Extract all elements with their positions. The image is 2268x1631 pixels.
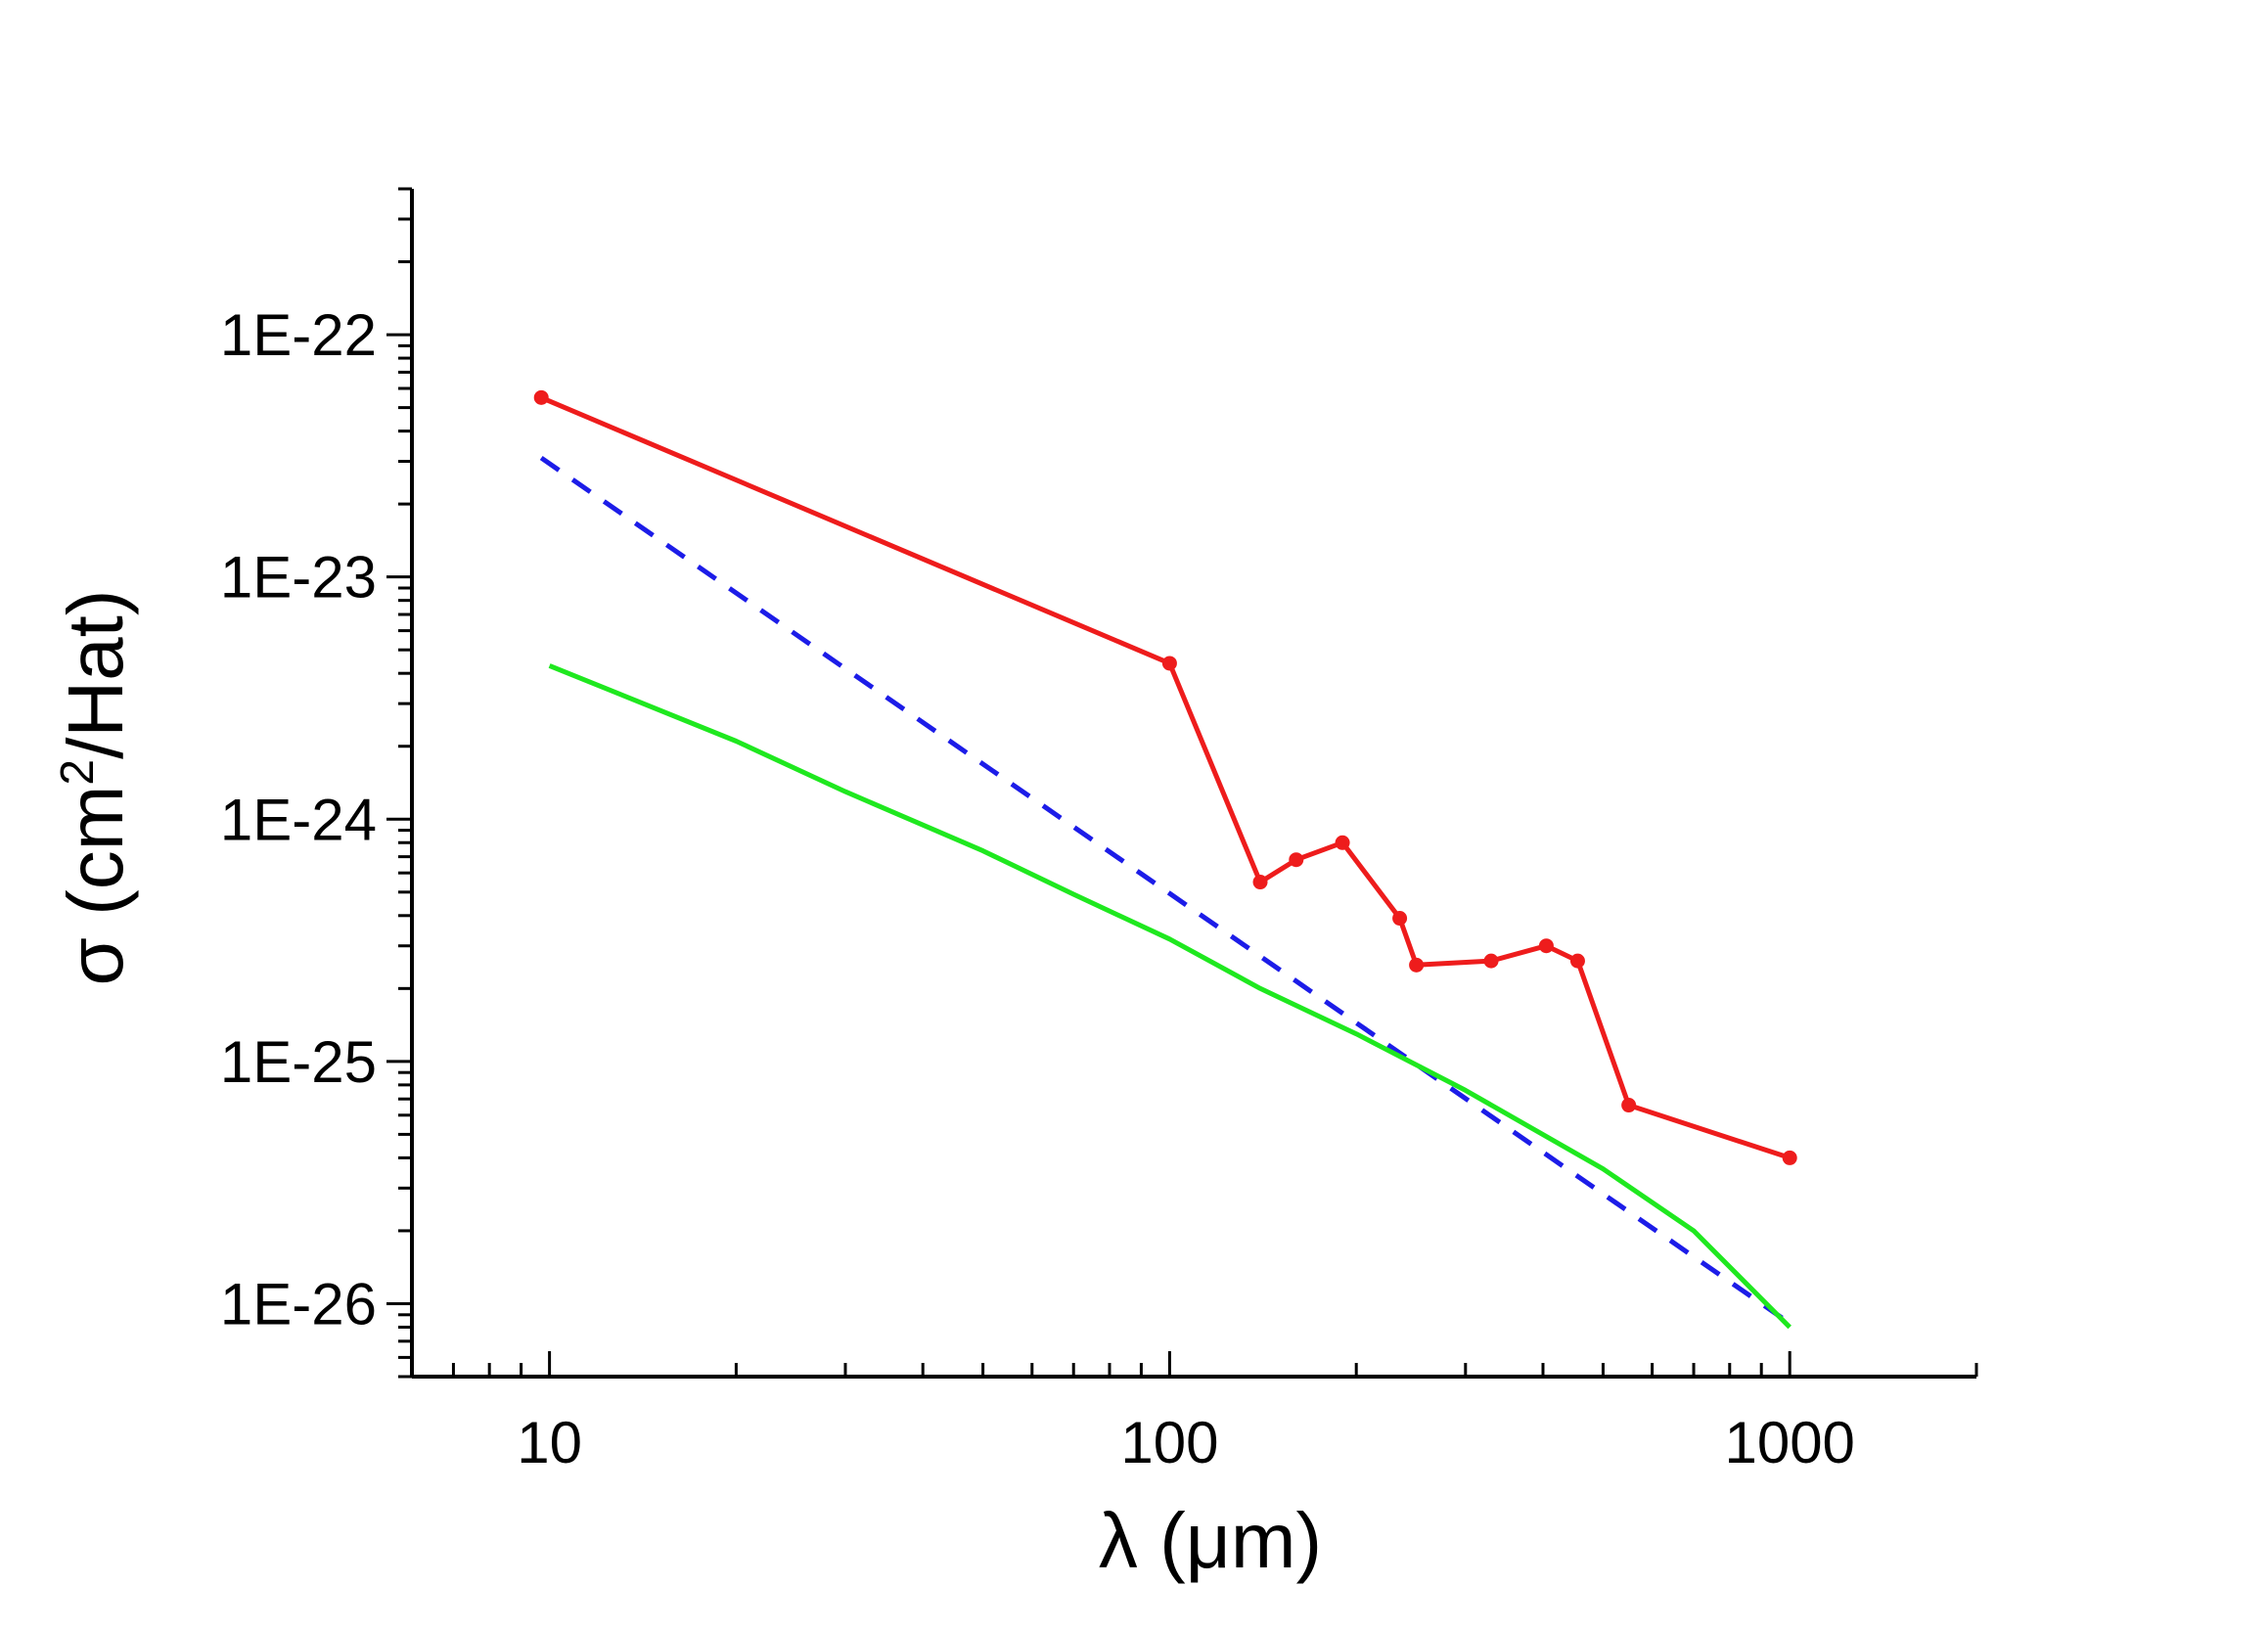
series-line-model — [548, 663, 1792, 1330]
data-point-measured — [1409, 957, 1425, 973]
axes: 10 100 1000 1E-22 1E-23 1E-24 1E-25 1E-26 — [220, 187, 1978, 1475]
data-point-measured — [1538, 938, 1554, 954]
data-point-measured — [1335, 835, 1350, 850]
series-group — [533, 389, 1797, 1330]
data-point-measured — [1782, 1150, 1797, 1165]
series-line-measured — [540, 395, 1791, 1160]
x-axis-symbol: λ — [1099, 1497, 1138, 1584]
y-axis-title: σ (cm2/Hat) — [52, 590, 139, 986]
x-axis-title: λ (μm) — [1099, 1497, 1322, 1584]
x-tick-label: 10 — [517, 1410, 582, 1475]
series-line-power-law — [539, 455, 1792, 1326]
y-axis-unit-open: (cm — [52, 786, 139, 916]
y-axis-unit-close: /Hat) — [52, 590, 139, 759]
data-point-measured — [1392, 911, 1408, 927]
y-axis-symbol: σ — [52, 937, 139, 985]
y-tick-label: 1E-26 — [220, 1271, 377, 1337]
y-tick-label: 1E-25 — [220, 1029, 377, 1095]
data-point-measured — [1621, 1098, 1637, 1113]
y-tick-label: 1E-23 — [220, 545, 377, 611]
data-point-measured — [1252, 875, 1268, 890]
x-tick-label: 1000 — [1724, 1410, 1854, 1475]
y-tick-label: 1E-22 — [220, 302, 377, 368]
data-point-measured — [1289, 852, 1304, 868]
axis-labels: λ (μm) σ (cm2/Hat) — [52, 590, 1322, 1584]
x-tick-label: 100 — [1120, 1410, 1218, 1475]
data-point-measured — [1483, 953, 1499, 969]
data-point-measured — [1569, 953, 1585, 969]
y-tick-label: 1E-24 — [220, 787, 377, 852]
data-point-measured — [1161, 656, 1177, 671]
y-axis-unit-sup: 2 — [52, 759, 104, 786]
data-point-measured — [533, 389, 549, 405]
x-axis-unit: (μm) — [1159, 1497, 1322, 1584]
